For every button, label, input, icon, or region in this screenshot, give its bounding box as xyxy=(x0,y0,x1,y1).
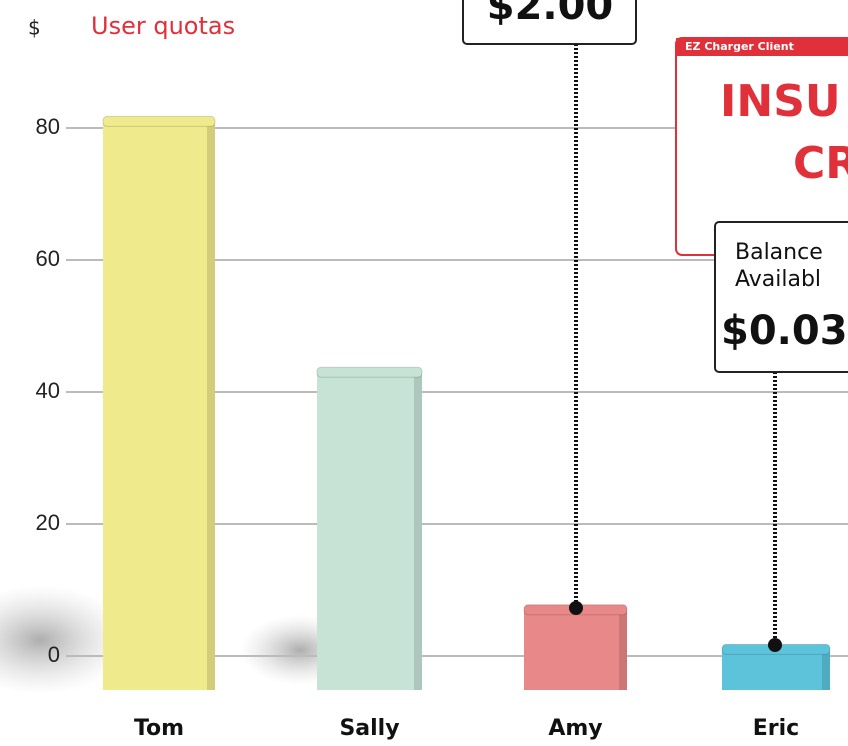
balance-label: Balance xyxy=(735,240,823,265)
callout-dot xyxy=(569,601,583,615)
callout-amount: $2.00 xyxy=(487,0,614,29)
y-tick-label: 20 xyxy=(36,510,60,535)
bar-top xyxy=(316,366,423,378)
y-tick-label: 60 xyxy=(36,246,60,271)
balance-amount: $0.03 xyxy=(721,308,848,354)
bar xyxy=(103,121,215,656)
bar-base xyxy=(524,656,627,690)
alert-header xyxy=(676,38,848,56)
y-tick-label: 0 xyxy=(48,642,60,667)
x-tick-label: Eric xyxy=(753,716,799,741)
y-tick-label: 40 xyxy=(36,378,60,403)
bar-side xyxy=(822,649,830,690)
alert-header-text: EZ Charger Client xyxy=(685,40,794,53)
y-axis-unit: $ xyxy=(28,16,41,40)
bar-base xyxy=(722,656,830,690)
chart-title: User quotas xyxy=(91,12,235,40)
bar xyxy=(317,372,422,656)
balance-label: Availabl xyxy=(735,267,821,292)
bars xyxy=(102,115,831,690)
alert-text: INSU xyxy=(720,76,841,127)
x-tick-label: Tom xyxy=(134,716,184,741)
bar-side xyxy=(619,609,627,690)
callout-box xyxy=(462,0,637,45)
bar-base xyxy=(103,656,215,690)
callout-box xyxy=(714,221,848,373)
bar-side xyxy=(207,121,215,690)
bar-side xyxy=(414,372,422,690)
alert-text: CR xyxy=(793,138,848,189)
x-tick-label: Sally xyxy=(339,716,399,741)
bar xyxy=(524,609,627,656)
shadow xyxy=(0,585,130,695)
y-tick-label: 80 xyxy=(36,114,60,139)
bar-base xyxy=(317,656,422,690)
x-tick-label: Amy xyxy=(548,716,602,741)
bar-top xyxy=(102,115,216,127)
callout-dot xyxy=(768,638,782,652)
